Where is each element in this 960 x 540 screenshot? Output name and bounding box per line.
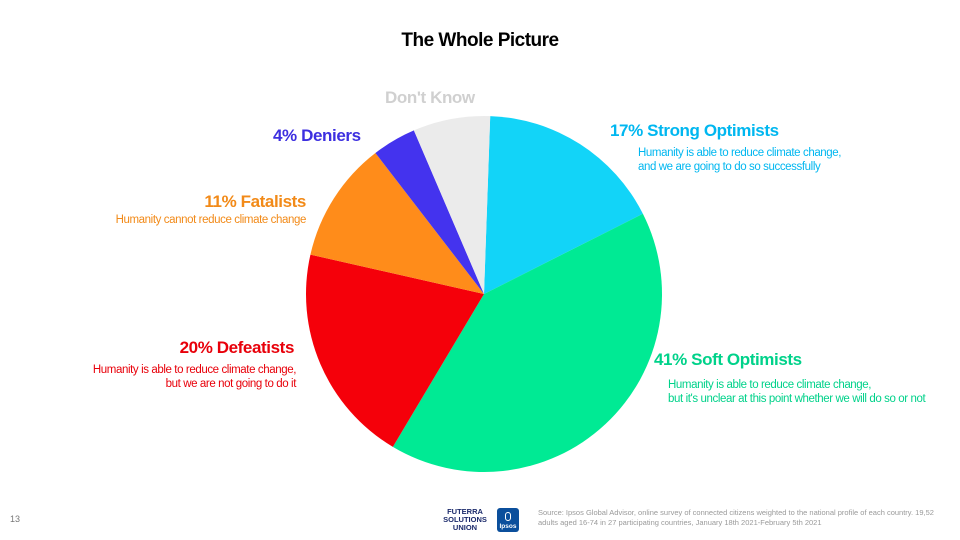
label-deniers: 4% Deniers <box>273 126 361 146</box>
pie-slice-strong <box>484 116 643 295</box>
chart-title: The Whole Picture <box>401 30 559 51</box>
futerra-logo: FUTERRA SOLUTIONS UNION <box>443 507 487 532</box>
ipsos-logo-mark <box>505 512 511 521</box>
deniers-heading: 4% Deniers <box>273 126 361 145</box>
strong-optimists-desc-line1: Humanity is able to reduce climate chang… <box>638 147 842 159</box>
fatalists-heading: 11% Fatalists <box>204 192 306 211</box>
source-line-2: adults aged 16-74 in 27 participating co… <box>538 518 822 527</box>
label-fatalists: 11% Fatalists Humanity cannot reduce cli… <box>115 192 307 227</box>
strong-optimists-desc-line2: and we are going to do so successfully <box>638 161 821 173</box>
soft-optimists-desc-line2: but it's unclear at this point whether w… <box>668 393 926 405</box>
defeatists-desc-line2: but we are not going to do it <box>165 378 297 390</box>
ipsos-logo: Ipsos <box>497 508 519 532</box>
defeatists-heading: 20% Defeatists <box>179 338 295 357</box>
pie-slice-dk <box>413 116 491 294</box>
source-note: Source: Ipsos Global Advisor, online sur… <box>538 508 960 528</box>
label-dont-know: Don't Know <box>385 88 475 108</box>
pie-slice-deniers <box>375 130 484 294</box>
soft-optimists-heading: 41% Soft Optimists <box>654 350 802 369</box>
strong-optimists-heading: 17% Strong Optimists <box>610 121 779 140</box>
pie-slice-fatal <box>310 152 484 294</box>
defeatists-desc-line1: Humanity is able to reduce climate chang… <box>92 364 296 376</box>
ipsos-logo-text: Ipsos <box>499 523 517 530</box>
label-soft-optimists: 41% Soft Optimists Humanity is able to r… <box>654 350 926 406</box>
fatalists-desc: Humanity cannot reduce climate change <box>115 214 307 226</box>
dont-know-heading: Don't Know <box>385 88 475 107</box>
pie-slice-soft <box>392 213 662 472</box>
pie-slice-defeat <box>306 254 484 447</box>
label-strong-optimists: 17% Strong Optimists Humanity is able to… <box>610 121 841 174</box>
source-line-1: Source: Ipsos Global Advisor, online sur… <box>538 508 934 517</box>
label-defeatists: 20% Defeatists Humanity is able to reduc… <box>93 338 296 391</box>
page-number: 13 <box>10 514 21 524</box>
soft-optimists-desc-line1: Humanity is able to reduce climate chang… <box>668 379 872 391</box>
